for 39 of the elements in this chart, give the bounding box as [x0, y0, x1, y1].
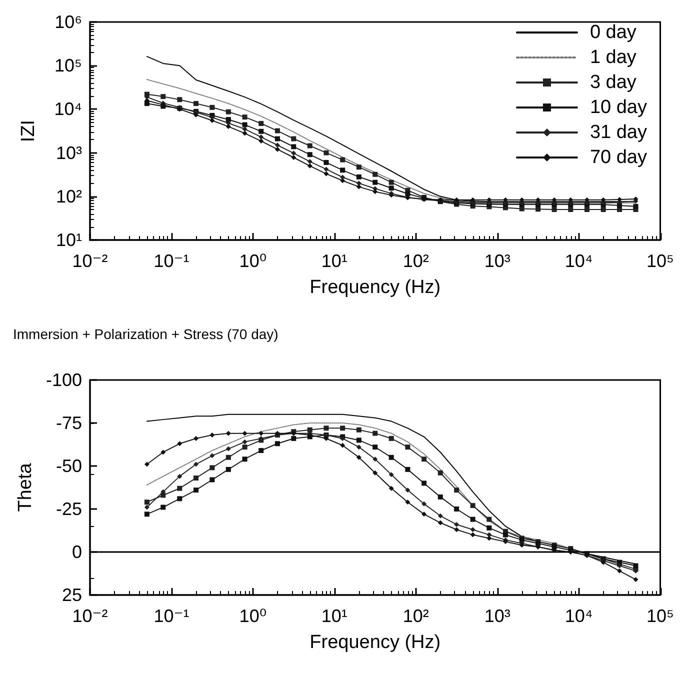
legend-label: 70 day: [590, 147, 648, 168]
y-tick-label: 0: [72, 542, 82, 562]
x-tick-label: 10⁴: [564, 251, 593, 271]
legend-label: 31 day: [590, 122, 648, 143]
legend-label: 10 day: [590, 97, 648, 118]
x-tick-label: 10¹: [321, 606, 348, 626]
y-tick-label: 10¹: [56, 230, 82, 250]
y-tick-label: 10³: [56, 142, 82, 163]
y-tick-label: 10⁶: [54, 12, 82, 32]
x-tick-label: 10⁻¹: [154, 251, 190, 271]
x-tick-label: 10⁵: [646, 606, 674, 626]
y-tick-label: 10²: [56, 186, 82, 206]
x-tick-label: 10⁻¹: [154, 606, 190, 626]
x-tick-label: 10⁻²: [72, 606, 108, 626]
x-tick-label: 10⁴: [564, 606, 593, 626]
y-tick-label: -100: [46, 370, 82, 390]
legend-label: 1 day: [590, 47, 637, 68]
x-tick-label: 10⁰: [239, 606, 267, 626]
y-axis-title: Theta: [15, 462, 36, 512]
x-axis-title: Frequency (Hz): [310, 632, 441, 653]
x-tick-label: 10⁻²: [72, 251, 108, 271]
y-axis-title: IZI: [18, 120, 39, 142]
x-tick-label: 10³: [484, 251, 510, 271]
x-tick-label: 10³: [484, 606, 510, 626]
y-tick-label: -50: [56, 456, 82, 476]
y-tick-label: 10⁵: [54, 56, 82, 76]
x-tick-label: 10²: [402, 606, 429, 626]
y-tick-label: 10⁴: [54, 99, 82, 120]
legend-label: 0 day: [590, 22, 637, 43]
chart-title: Immersion + Polarization + Stress (70 day): [13, 326, 278, 342]
x-axis-title: Frequency (Hz): [310, 277, 441, 298]
y-tick-label: -25: [56, 499, 82, 519]
x-tick-label: 10²: [402, 251, 429, 271]
y-tick-label: -75: [56, 413, 82, 433]
y-tick-label: 25: [62, 585, 82, 605]
x-tick-label: 10⁰: [239, 251, 267, 271]
legend-label: 3 day: [590, 72, 637, 93]
x-tick-label: 10¹: [321, 251, 348, 271]
x-tick-label: 10⁵: [646, 251, 674, 271]
